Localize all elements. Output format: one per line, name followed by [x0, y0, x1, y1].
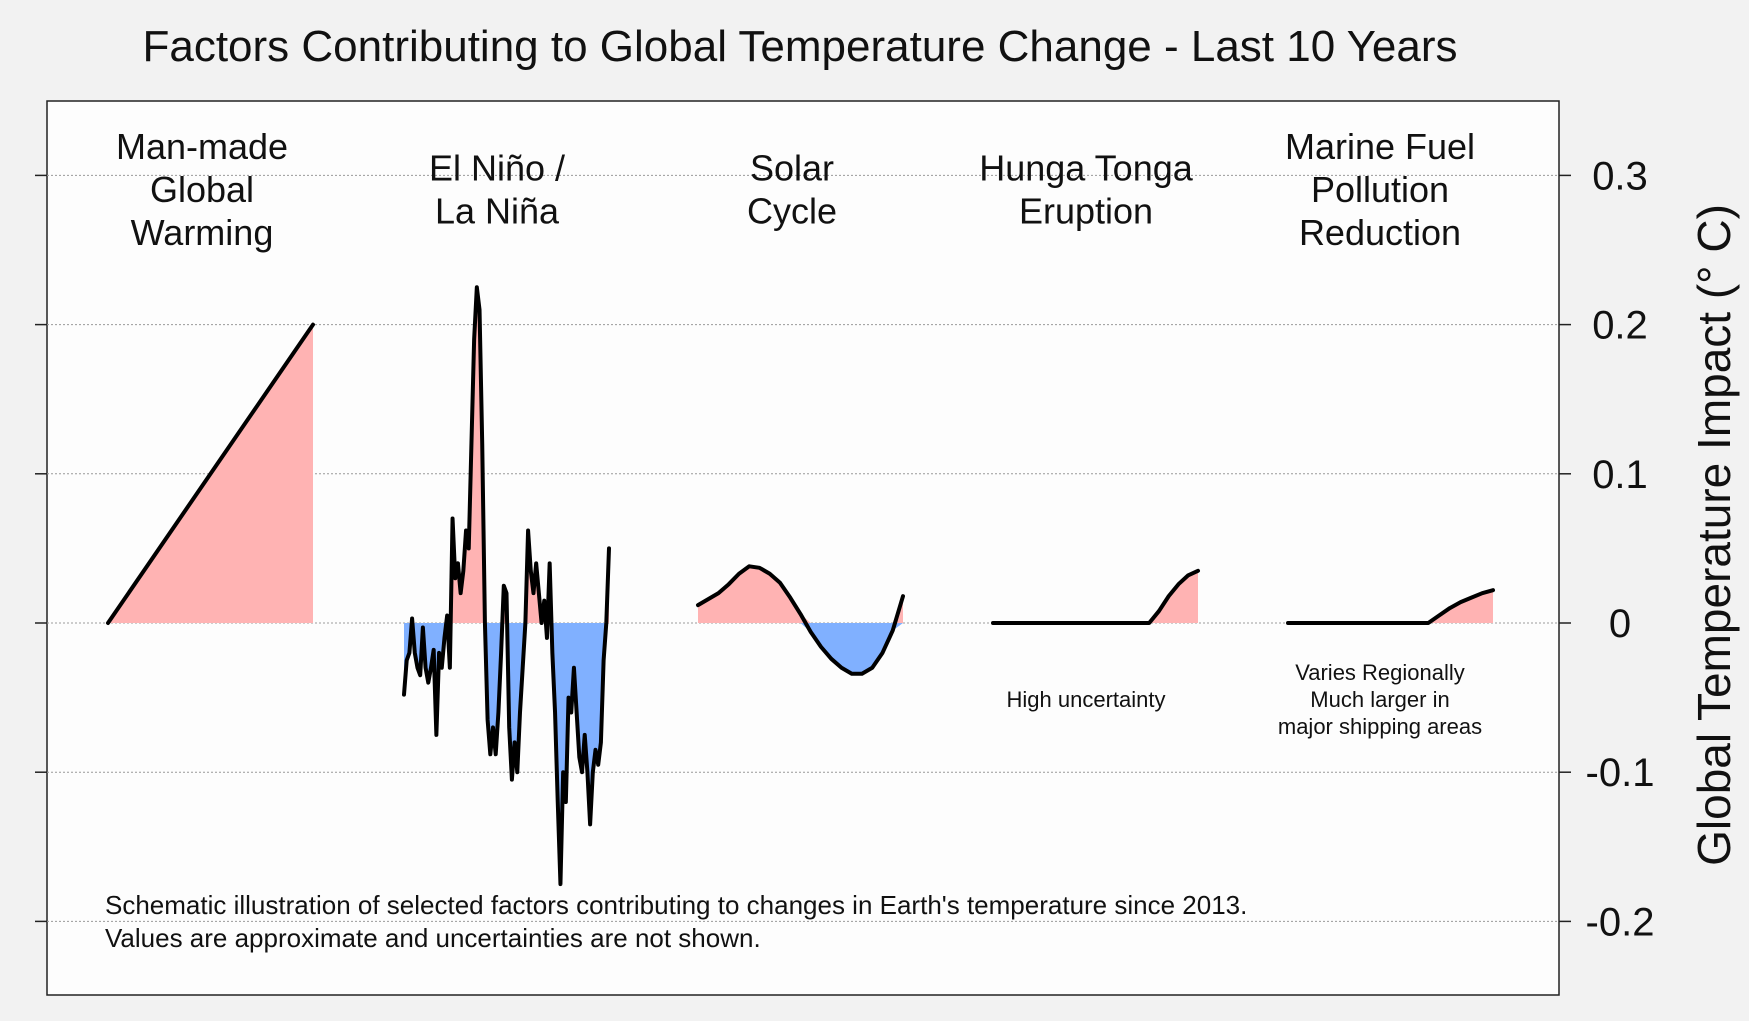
factor-labels: Man-made Global Warming El Niño / La Niña Sol… — [116, 126, 1475, 253]
factor-label-line: Cycle — [747, 191, 837, 232]
y-axis-ticks: 0.3 0.2 0.1 0 -0.1 -0.2 — [35, 154, 1654, 944]
factor-label: Hunga Tonga Eruption — [979, 148, 1194, 232]
factor-label-line: Reduction — [1299, 212, 1461, 253]
factor-note-line: High uncertainty — [1007, 687, 1166, 712]
y-tick-label: 0.1 — [1592, 453, 1648, 497]
y-tick-label: 0.2 — [1592, 304, 1648, 348]
factor-label: Marine Fuel Pollution Reduction — [1285, 126, 1475, 253]
caption-line: Schematic illustration of selected facto… — [105, 890, 1247, 920]
factor-note-line: major shipping areas — [1278, 714, 1482, 739]
negative-area — [404, 623, 609, 885]
y-tick-label: -0.1 — [1586, 751, 1655, 795]
factor-note: High uncertainty — [1007, 687, 1166, 712]
series-line — [696, 564, 905, 676]
caption: Schematic illustration of selected facto… — [105, 890, 1247, 953]
caption-line: Values are approximate and uncertainties… — [105, 923, 761, 953]
chart-title: Factors Contributing to Global Temperatu… — [142, 22, 1458, 71]
series-line — [106, 322, 315, 625]
y-tick-label: -0.2 — [1586, 900, 1655, 944]
y-tick-label: 0 — [1609, 602, 1631, 646]
factor-label-line: Man-made — [116, 126, 288, 167]
series-lines — [106, 285, 1495, 887]
factor-label-line: Global — [150, 169, 254, 210]
factor-label: Solar Cycle — [747, 148, 837, 232]
factor-label: El Niño / La Niña — [429, 148, 565, 232]
y-axis-label: Global Temperature Impact (° C) — [1688, 204, 1740, 866]
factor-note-line: Much larger in — [1310, 687, 1449, 712]
factor-label: Man-made Global Warming — [116, 126, 288, 253]
series-line — [991, 568, 1200, 625]
factor-note: Varies Regionally Much larger in major shi… — [1278, 660, 1482, 739]
factor-label-line: Hunga Tonga — [979, 148, 1194, 189]
factor-label-line: El Niño / — [429, 148, 565, 189]
factor-label-line: Warming — [131, 212, 274, 253]
factor-notes: High uncertainty Varies Regionally Much la… — [1007, 660, 1483, 739]
positive-area — [698, 566, 903, 623]
factor-label-line: Eruption — [1019, 191, 1153, 232]
positive-area — [993, 570, 1198, 623]
factor-label-line: La Niña — [435, 191, 560, 232]
negative-area — [698, 623, 903, 674]
series-line — [1286, 588, 1495, 625]
factor-label-line: Marine Fuel — [1285, 126, 1475, 167]
factor-label-line: Solar — [750, 148, 834, 189]
y-tick-label: 0.3 — [1592, 154, 1648, 198]
series-line — [402, 285, 611, 887]
factor-note-line: Varies Regionally — [1295, 660, 1465, 685]
factor-label-line: Pollution — [1311, 169, 1449, 210]
